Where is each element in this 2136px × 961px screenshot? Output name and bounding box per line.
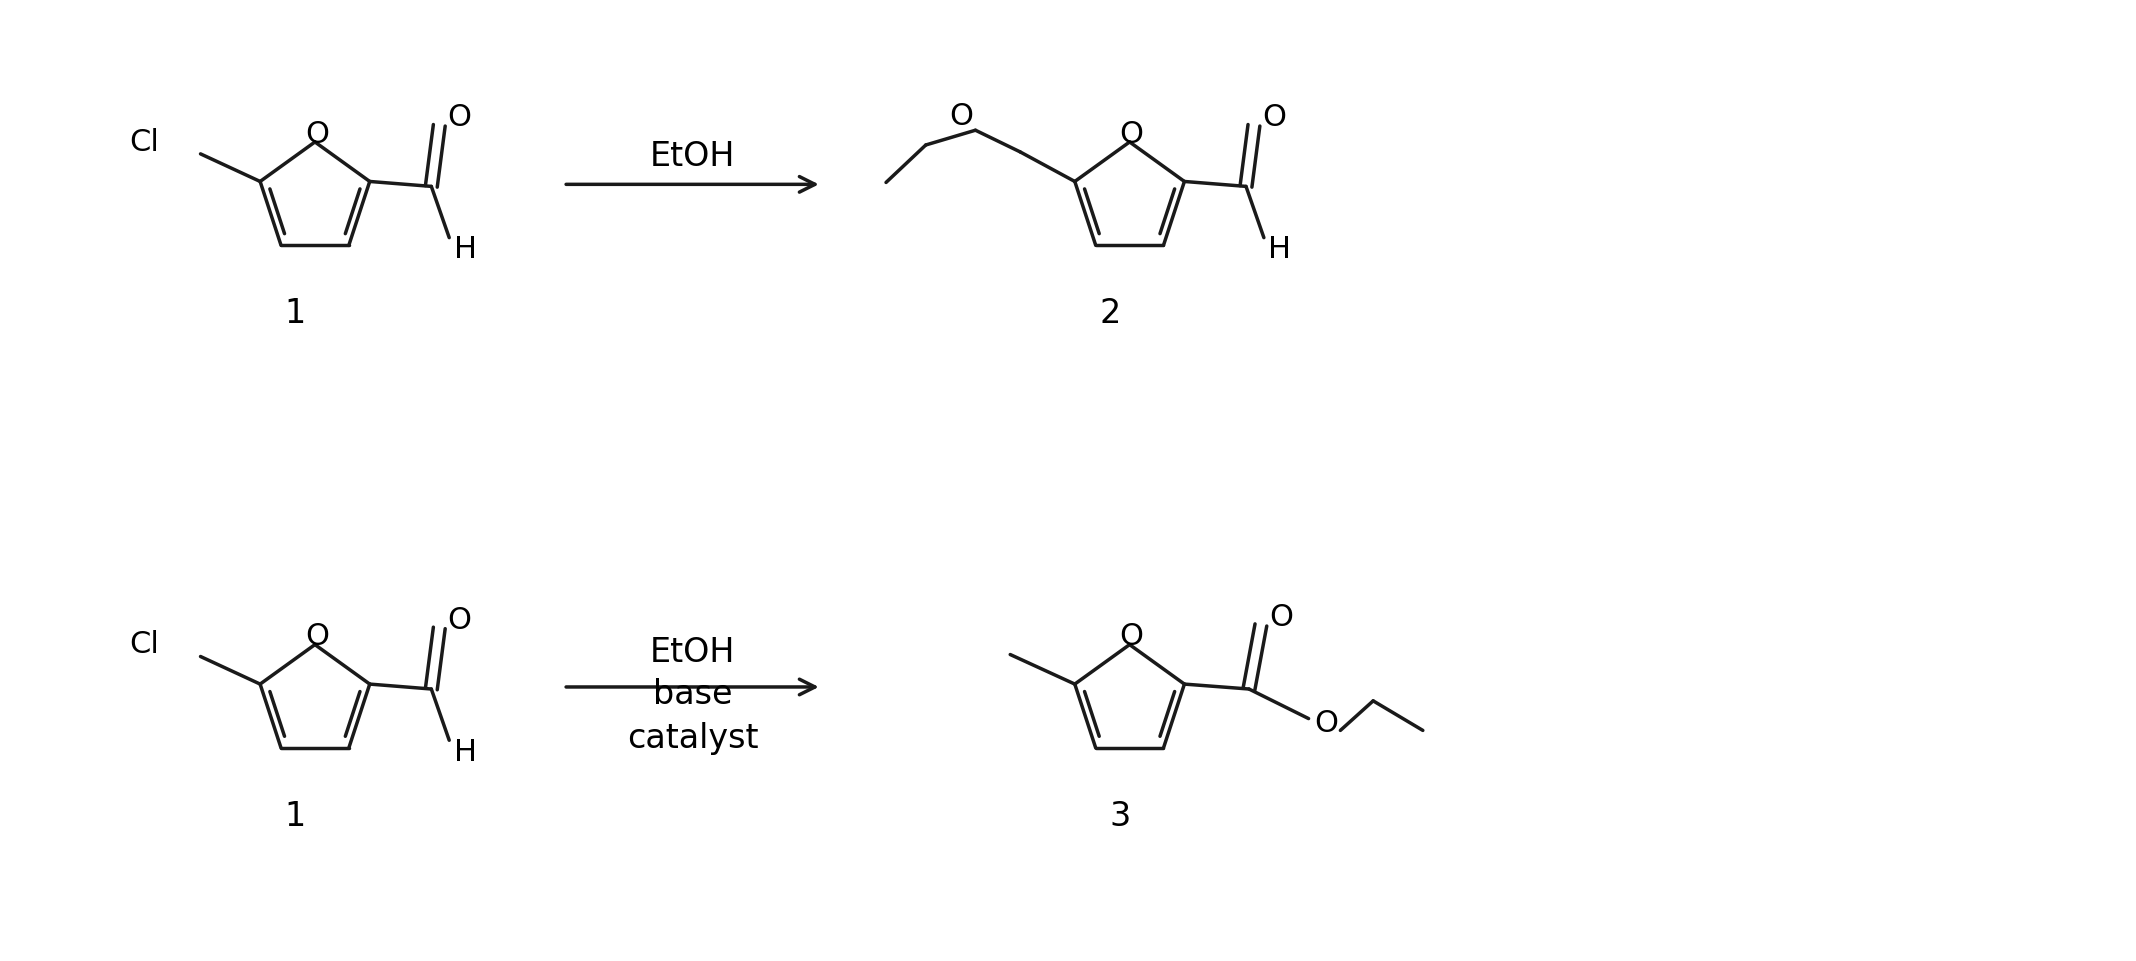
Text: H: H	[453, 738, 476, 767]
Text: Cl: Cl	[128, 630, 158, 659]
Text: O: O	[1119, 119, 1143, 149]
Text: O: O	[1119, 622, 1143, 652]
Text: O: O	[1262, 103, 1286, 132]
Text: H: H	[1269, 235, 1292, 264]
Text: Cl: Cl	[128, 128, 158, 157]
Text: 3: 3	[1109, 800, 1130, 832]
Text: base: base	[654, 678, 733, 711]
Text: O: O	[305, 119, 329, 149]
Text: catalyst: catalyst	[626, 722, 758, 754]
Text: EtOH: EtOH	[649, 636, 735, 669]
Text: 1: 1	[284, 800, 305, 832]
Text: O: O	[1314, 709, 1339, 738]
Text: O: O	[1269, 603, 1292, 631]
Text: H: H	[453, 235, 476, 264]
Text: O: O	[446, 103, 472, 132]
Text: 2: 2	[1100, 297, 1121, 330]
Text: 1: 1	[284, 297, 305, 330]
Text: O: O	[446, 605, 472, 634]
Text: O: O	[951, 102, 974, 131]
Text: EtOH: EtOH	[649, 140, 735, 173]
Text: O: O	[305, 622, 329, 652]
